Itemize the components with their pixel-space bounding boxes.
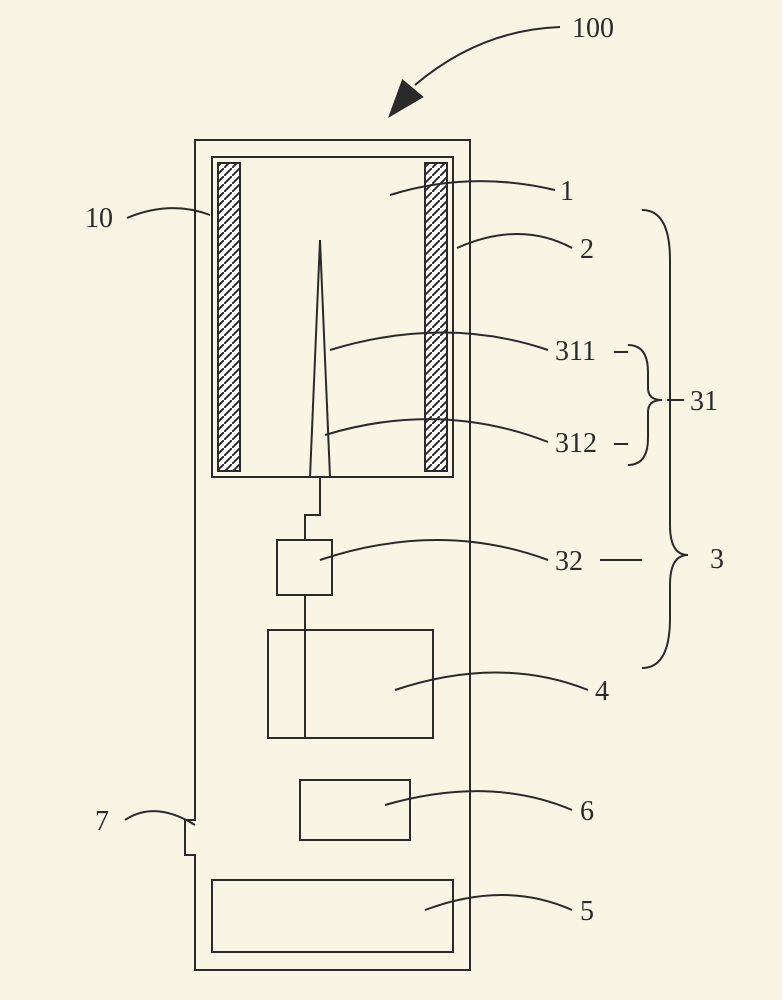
leader-l6 xyxy=(385,791,572,810)
label-l32: 32 xyxy=(555,546,583,577)
hatched-wall-left xyxy=(218,163,240,471)
label-l1: 1 xyxy=(560,176,574,207)
component-32 xyxy=(277,540,332,595)
label-l6: 6 xyxy=(580,796,594,827)
upper-chamber xyxy=(212,157,453,477)
label-l2: 2 xyxy=(580,234,594,265)
label-l31: 31 xyxy=(690,386,718,417)
leader-l5 xyxy=(425,895,572,910)
probe-triangle xyxy=(310,240,330,477)
hatched-wall-right xyxy=(425,163,447,471)
component-5 xyxy=(212,880,453,952)
brace-31 xyxy=(628,345,662,465)
component-4 xyxy=(268,630,433,738)
leader-l32 xyxy=(320,540,548,560)
component-6 xyxy=(300,780,410,840)
label-l5: 5 xyxy=(580,896,594,927)
label-l100: 100 xyxy=(572,13,614,44)
leader-100 xyxy=(415,27,560,85)
label-l311: 311 xyxy=(555,336,596,367)
label-l4: 4 xyxy=(595,676,609,707)
leader-l1 xyxy=(390,181,555,195)
connector-zigzag xyxy=(305,477,320,540)
label-l3: 3 xyxy=(710,544,724,575)
label-l10: 10 xyxy=(85,203,113,234)
label-l7: 7 xyxy=(95,806,109,837)
leader-l10 xyxy=(127,208,210,218)
leader-l2 xyxy=(457,234,572,248)
arrowhead-100 xyxy=(388,79,424,118)
label-l312: 312 xyxy=(555,428,597,459)
leader-l4 xyxy=(395,673,588,691)
